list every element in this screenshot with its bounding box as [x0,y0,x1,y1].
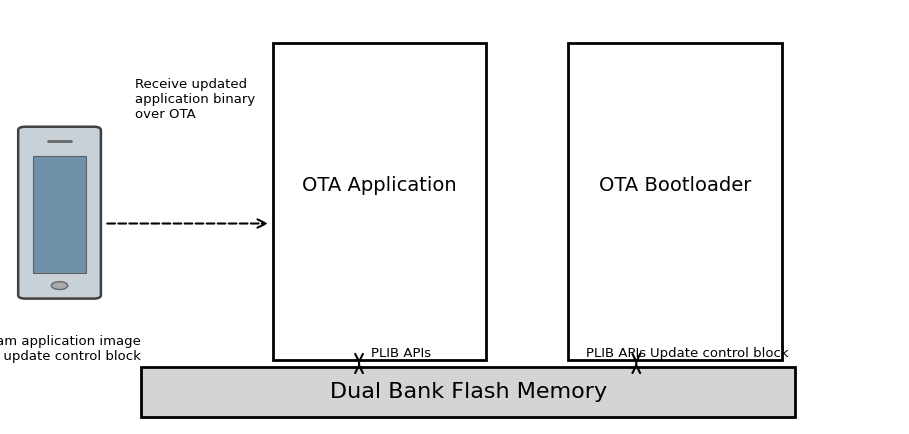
Text: Dual Bank Flash Memory: Dual Bank Flash Memory [330,381,606,402]
Text: Program application image
and update control block: Program application image and update con… [0,335,141,363]
Bar [33,156,86,273]
Text: Update control block: Update control block [650,347,789,360]
Bar [568,43,782,360]
Bar [141,367,795,417]
Text: Receive updated
application binary
over OTA: Receive updated application binary over … [135,78,255,121]
Circle shape [51,282,67,289]
Bar [273,43,486,360]
Text: OTA Application: OTA Application [302,177,457,195]
Text: PLIB APIs: PLIB APIs [586,347,646,360]
Text: OTA Bootloader: OTA Bootloader [599,177,751,195]
FancyBboxPatch shape [18,127,101,299]
Text: PLIB APIs: PLIB APIs [371,347,431,360]
